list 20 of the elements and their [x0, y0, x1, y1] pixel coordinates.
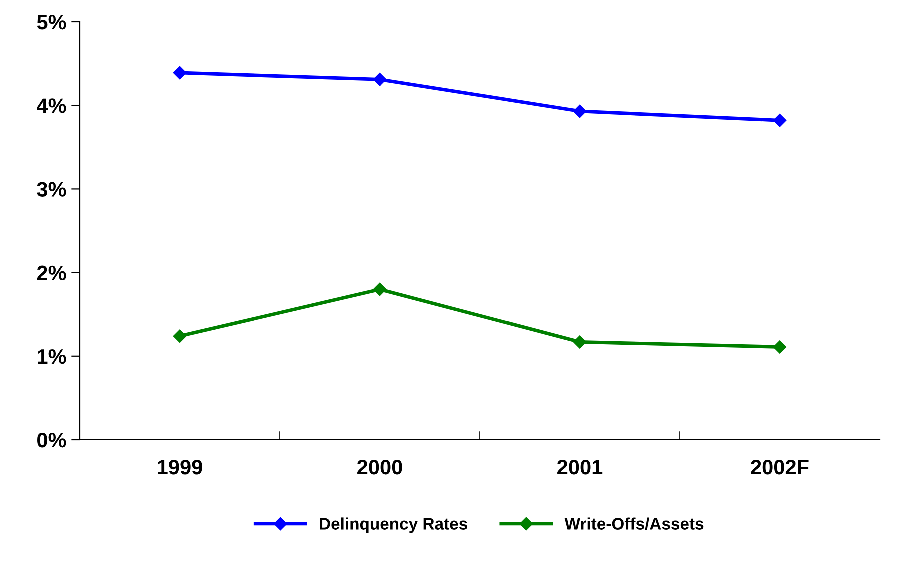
- point: [573, 104, 587, 118]
- y-tick-label: 3%: [37, 182, 66, 197]
- x-tick-label: 2002F: [751, 460, 809, 475]
- legend-label: Delinquency Rates: [320, 518, 468, 534]
- y-tick-label: 5%: [37, 15, 66, 30]
- point: [573, 336, 587, 349]
- point: [373, 282, 387, 296]
- x-tick-label: 2001: [558, 460, 603, 475]
- y-tick-label: 1%: [38, 349, 66, 364]
- point: [173, 330, 187, 343]
- x-tick-label: 2000: [358, 460, 402, 475]
- point: [173, 66, 187, 80]
- point: [773, 340, 787, 354]
- x-tick-label: 1999: [158, 460, 202, 475]
- y-tick-label: 2%: [37, 266, 66, 281]
- point: [373, 73, 387, 86]
- y-tick-label: 0%: [38, 433, 66, 448]
- point: [773, 114, 787, 128]
- y-tick-label: 4%: [37, 98, 66, 114]
- legend-label: Write-Offs/Assets: [564, 518, 704, 530]
